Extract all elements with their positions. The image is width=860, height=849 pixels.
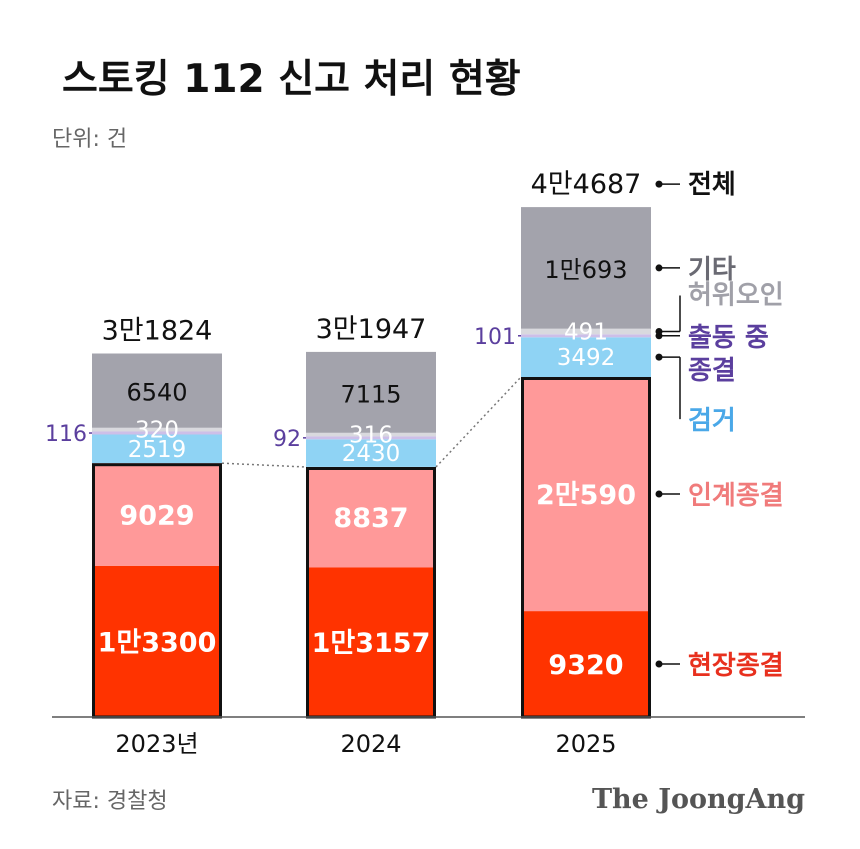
bar-segment-5-3 [521, 328, 651, 335]
bar-segment-5-2 [306, 432, 436, 437]
bar-segment-6-2 [306, 351, 436, 433]
data-label-현장종결: 9320 [548, 650, 623, 681]
brand-logo: The JoongAng [592, 784, 805, 815]
data-label-출동중종결: 101 [474, 325, 516, 350]
bar-segment-1-1 [92, 565, 222, 717]
source-label: 자료: 경찰청 [52, 789, 168, 814]
bar-segment-1-2 [306, 567, 436, 717]
data-label-현장종결: 1만3157 [312, 628, 431, 659]
data-label-허위오인: 320 [135, 418, 179, 444]
bar-segment-3-1 [92, 434, 222, 464]
legend-출동중종결-text: 출동 중 [688, 323, 769, 353]
page-title: 스토킹 112 신고 처리 현황 [62, 57, 521, 102]
bar-segment-2-3 [521, 377, 651, 612]
unit-label: 단위: 건 [52, 127, 127, 152]
bar-segment-2-2 [306, 467, 436, 568]
data-label-출동중종결: 116 [45, 422, 87, 447]
data-label-기타: 1만693 [544, 256, 627, 284]
bar-segment-4-3 [521, 334, 651, 338]
bar-segment-6-1 [92, 353, 222, 428]
legend-기타-text: 기타 [688, 255, 736, 285]
data-label-검거: 3492 [557, 345, 616, 371]
x-tick-label: 2023년 [115, 730, 198, 758]
dotted-connector [435, 376, 522, 468]
bar-segment-3-2 [306, 439, 436, 467]
legend-현장종결-text: 현장종결 [688, 651, 784, 681]
bar-segment-5-1 [92, 427, 222, 432]
bar-segment-6-3 [521, 207, 651, 329]
data-label-출동중종결: 92 [273, 427, 301, 452]
data-label-인계종결: 8837 [333, 503, 408, 534]
x-tick-label: 2025 [555, 730, 616, 758]
data-label-인계종결: 9029 [119, 500, 194, 531]
data-label-현장종결: 1만3300 [98, 627, 217, 658]
total-label: 3만1947 [316, 314, 427, 345]
total-label: 4만4687 [531, 169, 642, 200]
dotted-connector [221, 462, 307, 468]
data-label-인계종결: 2만590 [536, 480, 636, 511]
legend-검거-text: 검거 [688, 406, 736, 436]
data-label-기타: 6540 [126, 379, 187, 407]
legend-전체-text: 전체 [688, 170, 736, 200]
bar-segment-3-3 [521, 337, 651, 377]
legend-출동중종결-text: 종결 [688, 356, 736, 386]
data-label-기타: 7115 [340, 380, 401, 408]
legend-허위오인-text: 허위오인 [688, 280, 784, 310]
bar-segment-1-3 [521, 611, 651, 717]
total-label: 3만1824 [102, 316, 213, 347]
data-label-검거: 2430 [342, 441, 401, 467]
data-label-허위오인: 316 [349, 423, 393, 449]
x-tick-label: 2024 [340, 730, 401, 758]
bar-segment-4-1 [92, 431, 222, 435]
bar-segment-4-2 [306, 436, 436, 440]
bar-segment-2-1 [92, 463, 222, 566]
legend-인계종결-text: 인계종결 [688, 481, 784, 511]
data-label-검거: 2519 [128, 437, 187, 463]
data-label-허위오인: 491 [564, 319, 608, 345]
